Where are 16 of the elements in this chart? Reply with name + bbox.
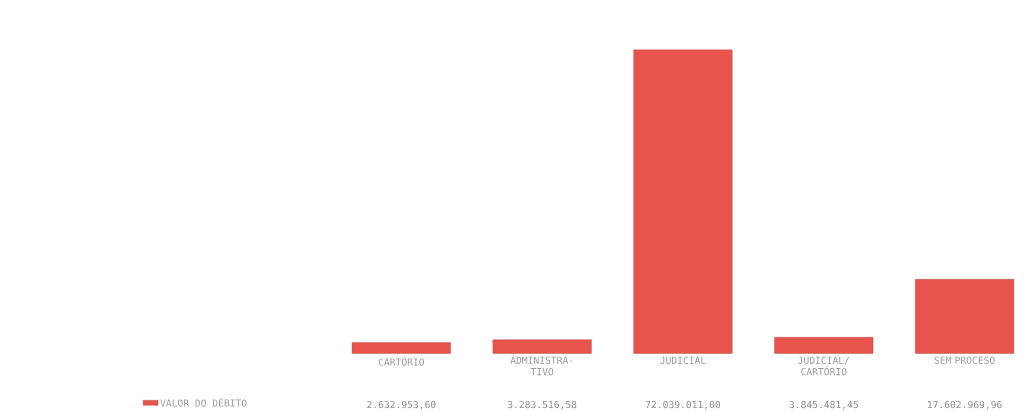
data-label: 3.845.481,45 [789,400,858,410]
x-tick-label: JUDICIAL/ CARTÓRIO [798,356,850,376]
bar [633,49,733,354]
bar [774,336,874,354]
data-label: 17.602.969,96 [928,400,1002,410]
x-tick-label: JUDICIAL [660,356,706,364]
x-tick-label: SEM PROCESO [934,356,995,364]
data-label: 2.632.953,60 [367,400,436,410]
x-tick-label: CARTÓRIO [378,356,424,366]
legend-label: VALOR DO DÉBITO [160,397,247,407]
data-label: 3.283.516,58 [507,400,577,410]
bar [351,342,451,354]
bar [492,339,592,354]
x-tick-label: ADMINISTRA-TIVO [510,356,573,376]
bar [915,278,1015,354]
data-label: 72.039.011,00 [645,400,721,410]
